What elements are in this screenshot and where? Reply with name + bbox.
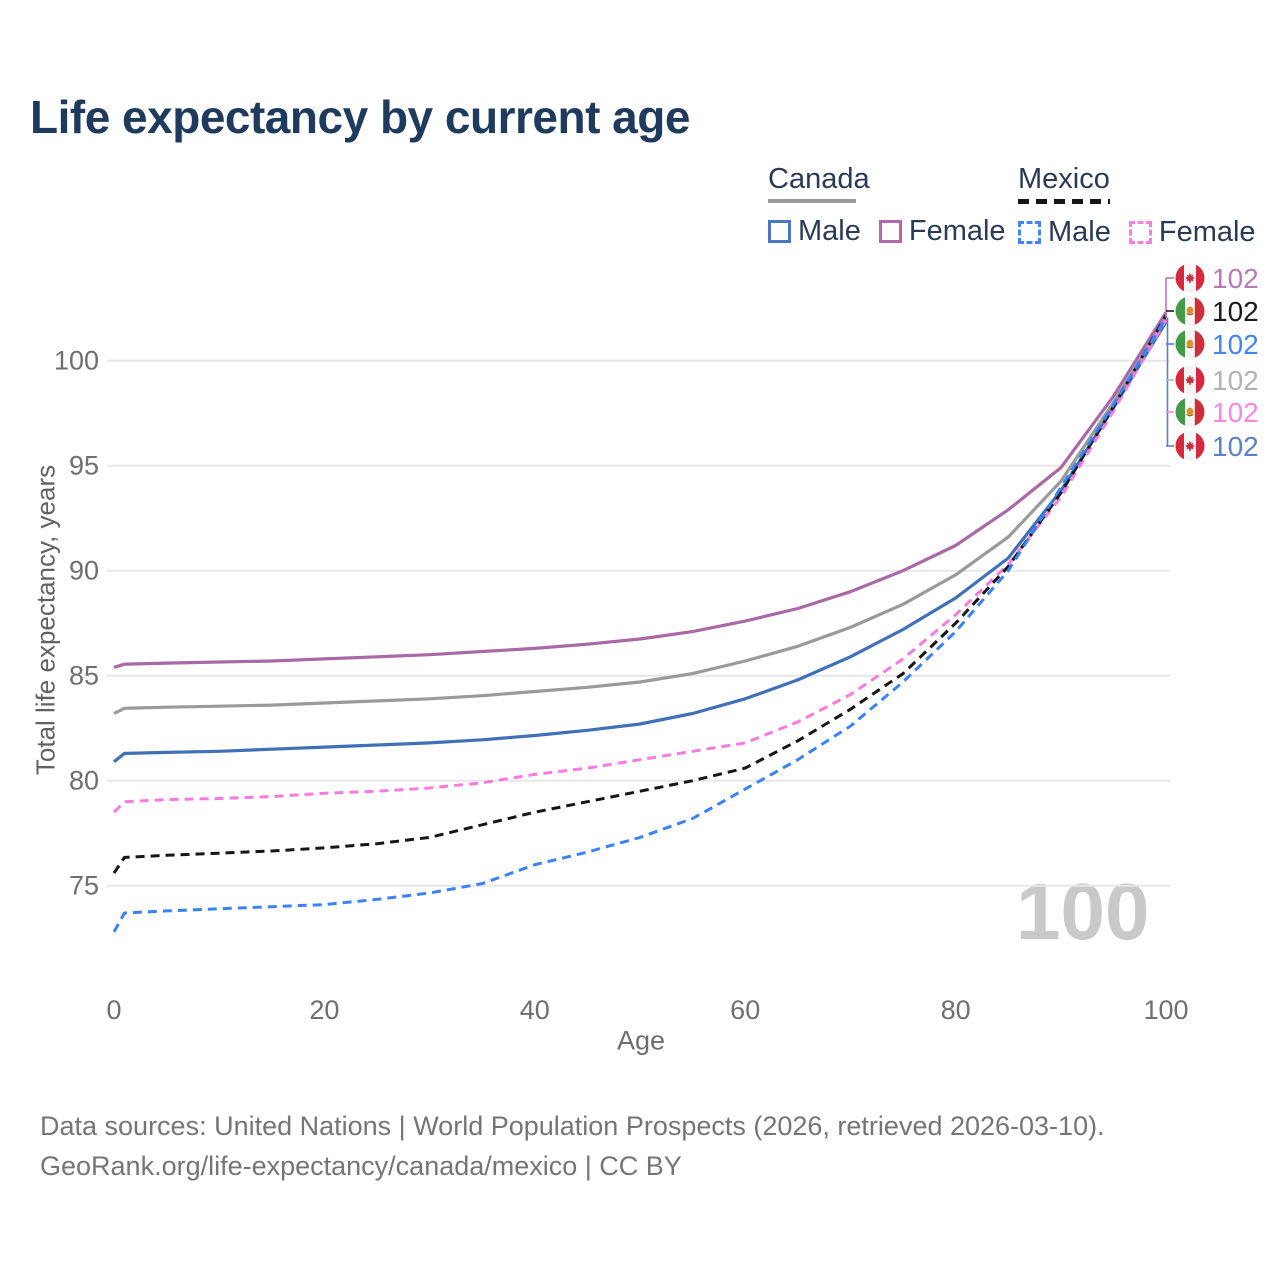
page-title: Life expectancy by current age xyxy=(30,91,690,143)
legend-label: Female xyxy=(908,215,1006,247)
y-tick-label-90: 90 xyxy=(69,556,99,586)
footer-line-license: GeoRank.org/life-expectancy/canada/mexic… xyxy=(40,1151,682,1181)
footer-attribution: Data sources: United Nations | World Pop… xyxy=(40,1106,1105,1186)
x-tick-label-40: 40 xyxy=(520,995,550,1025)
mexico-flag-icon xyxy=(1175,397,1205,427)
flag-green-bar xyxy=(1175,296,1186,326)
canada-female-swatch xyxy=(878,220,902,243)
legend-header-mexico: Mexico xyxy=(1018,163,1110,195)
legend-label: Male xyxy=(798,215,861,247)
canada-line-style-swatch xyxy=(768,199,856,203)
mexico-female-swatch xyxy=(1128,221,1152,244)
flag-body xyxy=(1175,329,1205,359)
flag-red-bar xyxy=(1175,431,1184,461)
flag-red-bar xyxy=(1196,431,1205,461)
y-tick-label-100: 100 xyxy=(54,346,99,376)
series-line-mexico-male[interactable] xyxy=(112,316,1168,933)
legend-group-canada: Canada Male Female xyxy=(768,163,1024,248)
flag-body xyxy=(1175,431,1205,461)
y-axis-title: Total life expectancy, years xyxy=(30,464,61,776)
canada-flag-icon xyxy=(1175,263,1205,293)
end-label-canada-male[interactable]: 102 xyxy=(1212,431,1259,462)
legend-item-mexico-female[interactable]: Female xyxy=(1128,216,1256,249)
end-label-mexico-male[interactable]: 102 xyxy=(1212,329,1259,360)
series-line-canada-both-sexes[interactable] xyxy=(113,317,1168,715)
legend-label: Female xyxy=(1158,216,1256,248)
flag-red-bar xyxy=(1175,263,1184,293)
end-label-mexico-both-sexes[interactable]: 102 xyxy=(1212,296,1259,327)
x-tick-label-80: 80 xyxy=(941,995,971,1025)
flag-red-bar xyxy=(1194,329,1205,359)
legend-label: Male xyxy=(1048,216,1111,248)
x-tick-label-0: 0 xyxy=(106,995,121,1025)
emblem-wreath xyxy=(1186,414,1194,417)
series-line-mexico-both-sexes[interactable] xyxy=(112,314,1168,874)
flag-green-bar xyxy=(1175,329,1186,359)
legend-item-canada-female[interactable]: Female xyxy=(878,215,1006,248)
y-tick-label-85: 85 xyxy=(69,661,99,691)
eagle-emblem-icon xyxy=(1186,306,1194,315)
series-line-canada-male[interactable] xyxy=(113,321,1168,764)
end-label-canada-both-sexes[interactable]: 102 xyxy=(1212,365,1259,396)
footer-line-sources: Data sources: United Nations | World Pop… xyxy=(40,1111,1105,1141)
legend-item-mexico-male[interactable]: Male xyxy=(1018,216,1111,249)
canada-flag-icon xyxy=(1175,431,1205,461)
eagle-emblem-icon xyxy=(1186,339,1194,348)
legend-item-canada-male[interactable]: Male xyxy=(768,215,861,248)
canada-flag-icon xyxy=(1175,365,1205,395)
legend-group-mexico: Mexico Male Female xyxy=(1018,163,1274,249)
flag-body xyxy=(1175,365,1205,395)
eagle-emblem-icon xyxy=(1186,407,1194,416)
emblem-wreath xyxy=(1186,346,1194,349)
x-tick-label-20: 20 xyxy=(309,995,339,1025)
maple-leaf-icon xyxy=(1185,440,1195,452)
flag-green-bar xyxy=(1175,397,1186,427)
end-label-mexico-female[interactable]: 102 xyxy=(1212,397,1259,428)
y-tick-label-95: 95 xyxy=(69,451,99,481)
flag-red-bar xyxy=(1194,296,1205,326)
y-tick-label-80: 80 xyxy=(69,766,99,796)
maple-leaf-icon xyxy=(1185,272,1195,284)
series-line-canada-female[interactable] xyxy=(113,311,1168,669)
flag-red-bar xyxy=(1196,263,1205,293)
flag-red-bar xyxy=(1194,397,1205,427)
flag-body xyxy=(1175,263,1205,293)
canada-male-swatch xyxy=(768,220,791,243)
flag-red-bar xyxy=(1175,365,1184,395)
y-tick-label-75: 75 xyxy=(69,871,99,901)
flag-body xyxy=(1175,397,1205,427)
x-tick-label-60: 60 xyxy=(730,995,760,1025)
mexico-male-swatch xyxy=(1018,221,1041,244)
mexico-flag-icon xyxy=(1175,296,1205,326)
end-label-canada-female[interactable]: 102 xyxy=(1212,263,1259,294)
legend-header-canada: Canada xyxy=(768,163,870,195)
series-line-mexico-female[interactable] xyxy=(112,318,1168,814)
mexico-line-style-swatch xyxy=(1018,199,1110,204)
maple-leaf-icon xyxy=(1185,374,1195,386)
x-tick-label-100: 100 xyxy=(1143,995,1188,1025)
flag-red-bar xyxy=(1196,365,1205,395)
x-axis-title: Age xyxy=(616,1025,666,1056)
mexico-flag-icon xyxy=(1175,329,1205,359)
emblem-wreath xyxy=(1186,313,1194,316)
flag-body xyxy=(1175,296,1205,326)
